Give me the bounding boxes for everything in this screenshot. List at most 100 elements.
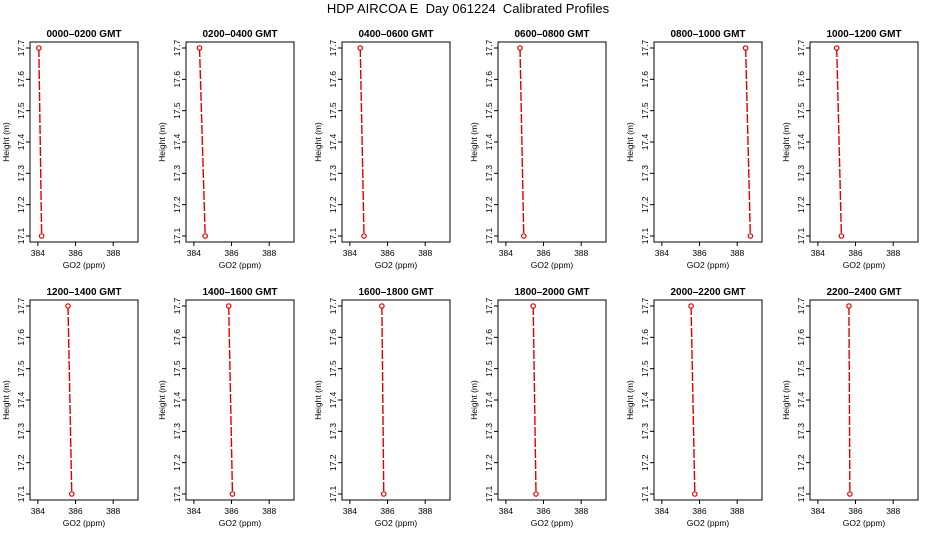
profile-line (228, 305, 234, 495)
y-tick-label: 17.3 (484, 423, 494, 440)
x-tick-label: 386 (224, 506, 238, 516)
x-tick-label: 384 (343, 248, 357, 258)
y-tick-label: 17.2 (172, 454, 182, 471)
profile-point (36, 45, 42, 51)
x-tick-label: 386 (68, 506, 82, 516)
profile-line (690, 305, 696, 495)
y-tick-label: 17.1 (484, 485, 494, 502)
x-tick-label: 384 (187, 506, 201, 516)
panel-title: 1800–2000 GMT (514, 287, 589, 298)
y-tick-label: 17.4 (484, 133, 494, 150)
profile-point (530, 303, 536, 309)
x-tick-label: 388 (730, 506, 744, 516)
y-axis-label: Height (m) (157, 380, 167, 420)
panel-title: 1400–1600 GMT (202, 287, 277, 298)
panel-title: 0400–0600 GMT (358, 29, 433, 40)
x-tick-label: 386 (380, 248, 394, 258)
y-tick-label: 17.6 (796, 329, 806, 346)
y-tick-label: 17.7 (484, 297, 494, 314)
x-tick-label: 386 (692, 506, 706, 516)
x-tick-label: 388 (886, 248, 900, 258)
plot-frame (497, 299, 607, 501)
y-tick-label: 17.3 (796, 423, 806, 440)
y-tick-label: 17.6 (172, 329, 182, 346)
profile-point (225, 303, 232, 309)
profile-point (68, 491, 75, 497)
y-tick-label: 17.5 (172, 102, 182, 119)
profile-point (196, 45, 203, 51)
y-tick-label: 17.1 (484, 227, 494, 244)
y-tick-label: 17.2 (640, 196, 650, 213)
y-axis-label: Height (m) (469, 380, 479, 420)
y-tick-label: 17.6 (172, 71, 182, 88)
profile-point (379, 303, 385, 309)
y-axis-label: Height (m) (1, 380, 11, 420)
y-tick-label: 17.4 (484, 391, 494, 408)
profile-point (742, 45, 749, 51)
profile-line (381, 305, 385, 495)
y-tick-label: 17.1 (640, 485, 650, 502)
y-axis-label: Height (m) (469, 122, 479, 162)
x-tick-label: 388 (886, 506, 900, 516)
y-tick-label: 17.5 (172, 360, 182, 377)
profile-line (519, 47, 525, 237)
y-tick-label: 17.1 (16, 227, 26, 244)
x-axis-label: GO2 (ppm) (843, 260, 886, 270)
x-axis-label: GO2 (ppm) (531, 518, 574, 528)
y-tick-label: 17.4 (172, 391, 182, 408)
y-tick-label: 17.6 (328, 71, 338, 88)
y-tick-label: 17.3 (172, 423, 182, 440)
y-tick-label: 17.3 (328, 423, 338, 440)
y-tick-label: 17.7 (172, 297, 182, 314)
y-tick-label: 17.2 (796, 454, 806, 471)
y-tick-label: 17.7 (16, 39, 26, 56)
y-tick-label: 17.7 (172, 39, 182, 56)
y-tick-label: 17.5 (16, 102, 26, 119)
plot-frame (29, 299, 139, 501)
profile-point (38, 233, 45, 239)
plot-frame (185, 299, 295, 501)
y-tick-label: 17.3 (640, 165, 650, 182)
y-tick-label: 17.3 (328, 165, 338, 182)
profile-point (533, 491, 539, 497)
y-tick-label: 17.1 (328, 485, 338, 502)
y-tick-label: 17.4 (640, 133, 650, 150)
x-axis-label: GO2 (ppm) (687, 260, 730, 270)
profile-point (380, 491, 387, 497)
y-tick-label: 17.3 (172, 165, 182, 182)
page-title: HDP AIRCOA E Day 061224 Calibrated Profi… (326, 1, 610, 16)
x-tick-label: 384 (31, 506, 45, 516)
plot-frame (497, 41, 607, 243)
y-tick-label: 17.7 (640, 297, 650, 314)
y-tick-label: 17.2 (16, 196, 26, 213)
profile-point (520, 233, 527, 239)
y-tick-label: 17.4 (16, 133, 26, 150)
x-tick-label: 386 (224, 248, 238, 258)
y-tick-label: 17.3 (16, 423, 26, 440)
y-tick-label: 17.4 (328, 391, 338, 408)
y-tick-label: 17.5 (484, 360, 494, 377)
y-tick-label: 17.2 (484, 454, 494, 471)
y-tick-label: 17.3 (796, 165, 806, 182)
plot-frame (653, 299, 763, 501)
y-tick-label: 17.5 (328, 360, 338, 377)
x-axis-label: GO2 (ppm) (375, 518, 418, 528)
y-tick-label: 17.6 (640, 329, 650, 346)
plot-frame (29, 41, 139, 243)
profile-line (744, 47, 752, 237)
y-tick-label: 17.2 (640, 454, 650, 471)
x-axis-label: GO2 (ppm) (63, 518, 106, 528)
x-tick-label: 388 (574, 506, 588, 516)
profile-point (692, 491, 698, 497)
profile-point (838, 233, 845, 239)
x-tick-label: 384 (811, 506, 825, 516)
y-tick-label: 17.5 (640, 360, 650, 377)
panel-title: 2000–2200 GMT (670, 287, 745, 298)
panel-title: 0000–0200 GMT (46, 29, 121, 40)
x-axis-label: GO2 (ppm) (219, 518, 262, 528)
profile-point (229, 491, 236, 497)
y-tick-label: 17.1 (172, 227, 182, 244)
y-tick-label: 17.5 (328, 102, 338, 119)
x-tick-label: 388 (730, 248, 744, 258)
